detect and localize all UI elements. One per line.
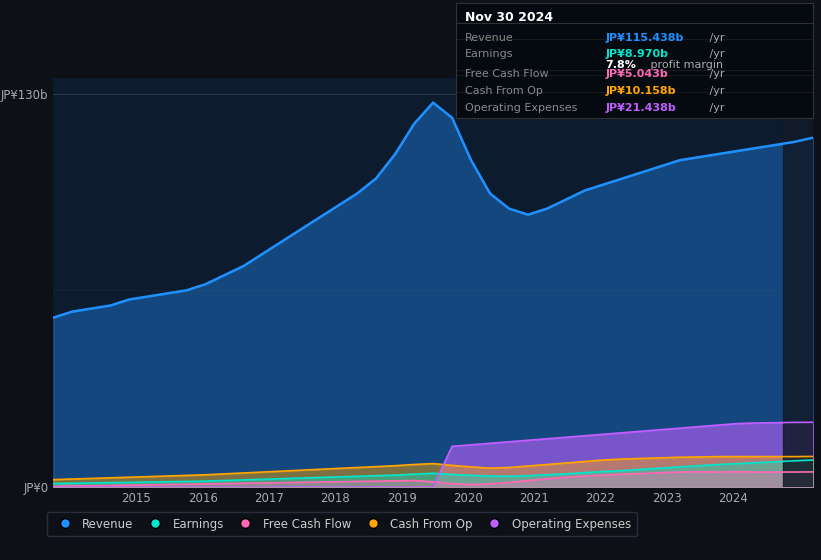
Text: JP¥5.043b: JP¥5.043b xyxy=(606,69,668,79)
Text: JP¥21.438b: JP¥21.438b xyxy=(606,103,677,113)
Text: Nov 30 2024: Nov 30 2024 xyxy=(465,11,553,24)
Text: /yr: /yr xyxy=(706,86,724,96)
Bar xyxy=(783,78,813,487)
Text: Revenue: Revenue xyxy=(465,32,513,43)
Text: /yr: /yr xyxy=(706,103,724,113)
Text: JP¥8.970b: JP¥8.970b xyxy=(606,49,668,59)
Text: JP¥10.158b: JP¥10.158b xyxy=(606,86,677,96)
Text: /yr: /yr xyxy=(706,49,724,59)
Text: Operating Expenses: Operating Expenses xyxy=(465,103,577,113)
Text: /yr: /yr xyxy=(706,32,724,43)
Legend: Revenue, Earnings, Free Cash Flow, Cash From Op, Operating Expenses: Revenue, Earnings, Free Cash Flow, Cash … xyxy=(47,512,637,536)
Text: /yr: /yr xyxy=(706,69,724,79)
Text: Cash From Op: Cash From Op xyxy=(465,86,543,96)
Text: 7.8%: 7.8% xyxy=(606,60,636,70)
Text: profit margin: profit margin xyxy=(647,60,722,70)
Text: Earnings: Earnings xyxy=(465,49,513,59)
Text: Free Cash Flow: Free Cash Flow xyxy=(465,69,548,79)
Text: JP¥115.438b: JP¥115.438b xyxy=(606,32,684,43)
